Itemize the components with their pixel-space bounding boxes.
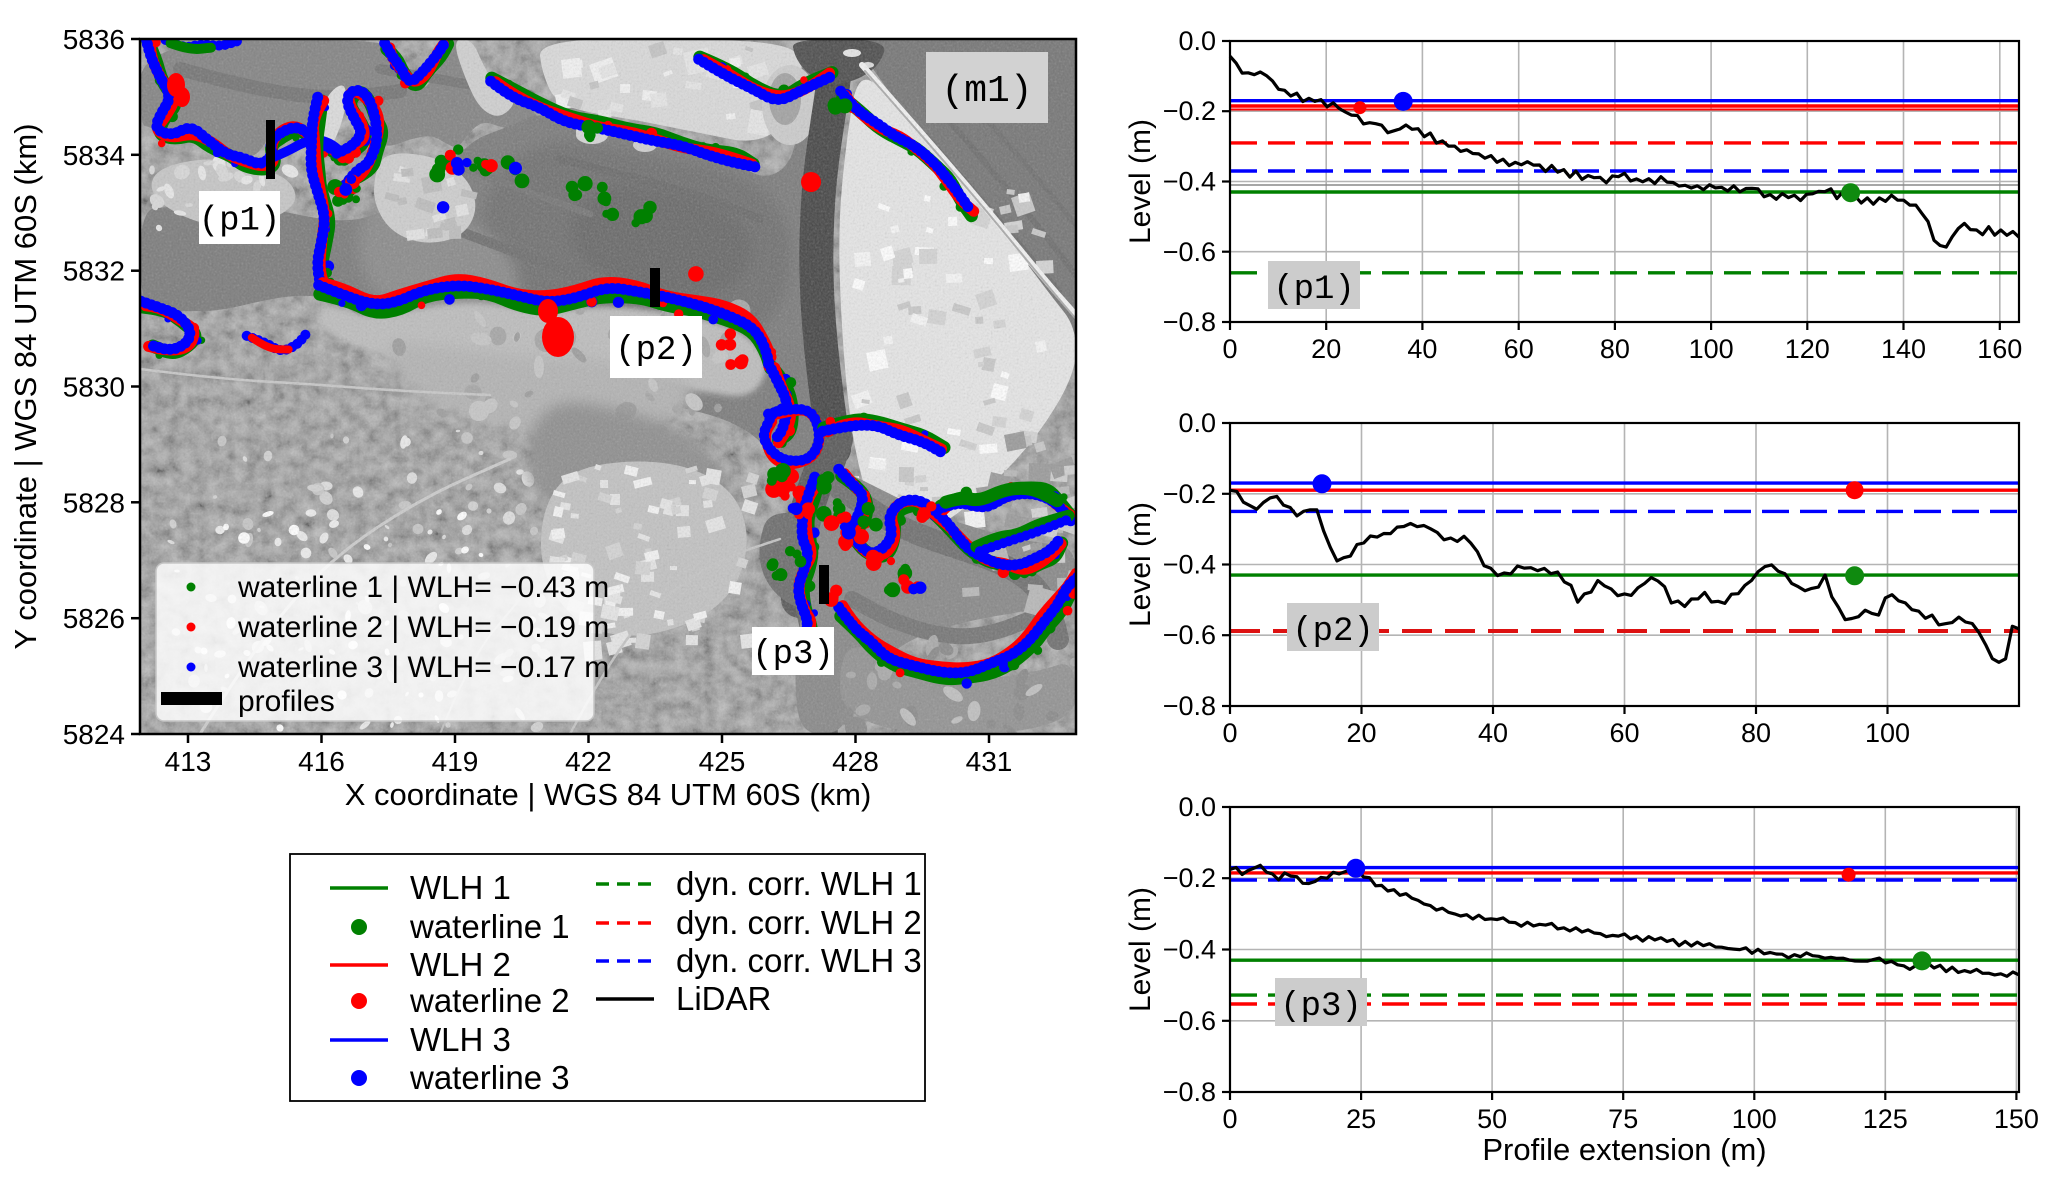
svg-text:(p3): (p3) — [1280, 988, 1362, 1026]
svg-text:dyn. corr. WLH 2: dyn. corr. WLH 2 — [676, 904, 922, 941]
svg-text:WLH 2: WLH 2 — [410, 946, 511, 983]
svg-text:60: 60 — [1504, 334, 1534, 364]
svg-text:0.0: 0.0 — [1178, 792, 1216, 822]
svg-text:40: 40 — [1407, 334, 1437, 364]
svg-text:100: 100 — [1865, 718, 1910, 748]
svg-text:0.0: 0.0 — [1178, 408, 1216, 438]
svg-text:425: 425 — [699, 746, 746, 777]
svg-text:LiDAR: LiDAR — [676, 980, 771, 1017]
svg-text:0: 0 — [1222, 334, 1237, 364]
svg-text:5830: 5830 — [63, 372, 125, 403]
svg-text:−0.4: −0.4 — [1163, 935, 1216, 965]
svg-text:100: 100 — [1689, 334, 1734, 364]
svg-text:(p1): (p1) — [1273, 271, 1355, 309]
svg-text:125: 125 — [1863, 1104, 1908, 1134]
svg-text:0.0: 0.0 — [1178, 26, 1216, 56]
svg-text:160: 160 — [1977, 334, 2022, 364]
svg-text:−0.8: −0.8 — [1163, 1077, 1216, 1107]
svg-text:0: 0 — [1222, 1104, 1237, 1134]
svg-text:waterline 3: waterline 3 — [409, 1059, 570, 1096]
svg-text:Level (m): Level (m) — [1124, 502, 1157, 627]
svg-text:80: 80 — [1741, 718, 1771, 748]
svg-text:−0.2: −0.2 — [1163, 479, 1216, 509]
svg-text:5832: 5832 — [63, 256, 125, 287]
svg-text:(m1): (m1) — [941, 70, 1032, 113]
svg-text:(p1): (p1) — [199, 203, 281, 241]
svg-text:WLH 3: WLH 3 — [410, 1021, 511, 1058]
svg-text:−0.4: −0.4 — [1163, 550, 1216, 580]
svg-text:WLH 1: WLH 1 — [410, 869, 511, 906]
svg-text:−0.8: −0.8 — [1163, 307, 1216, 337]
svg-text:419: 419 — [432, 746, 479, 777]
svg-text:0: 0 — [1222, 718, 1237, 748]
svg-text:413: 413 — [165, 746, 212, 777]
svg-text:5834: 5834 — [63, 140, 125, 171]
svg-text:−0.8: −0.8 — [1163, 691, 1216, 721]
svg-text:75: 75 — [1608, 1104, 1638, 1134]
svg-text:431: 431 — [966, 746, 1013, 777]
svg-text:Y coordinate | WGS 84 UTM 60S: Y coordinate | WGS 84 UTM 60S (km) — [8, 123, 43, 649]
svg-text:dyn. corr. WLH 3: dyn. corr. WLH 3 — [676, 942, 922, 979]
svg-text:120: 120 — [1785, 334, 1830, 364]
svg-text:(p2): (p2) — [615, 332, 697, 370]
svg-text:−0.6: −0.6 — [1163, 1006, 1216, 1036]
svg-text:(p2): (p2) — [1292, 613, 1374, 651]
svg-text:20: 20 — [1346, 718, 1376, 748]
svg-text:20: 20 — [1311, 334, 1341, 364]
svg-text:422: 422 — [565, 746, 612, 777]
svg-text:100: 100 — [1732, 1104, 1777, 1134]
svg-text:5824: 5824 — [63, 719, 125, 750]
svg-text:80: 80 — [1600, 334, 1630, 364]
svg-text:5826: 5826 — [63, 603, 125, 634]
svg-text:−0.6: −0.6 — [1163, 237, 1216, 267]
svg-text:Level (m): Level (m) — [1124, 887, 1157, 1012]
svg-text:X coordinate | WGS 84 UTM 60S: X coordinate | WGS 84 UTM 60S (km) — [345, 777, 872, 812]
svg-text:50: 50 — [1477, 1104, 1507, 1134]
svg-text:5836: 5836 — [63, 24, 125, 55]
svg-text:−0.2: −0.2 — [1163, 96, 1216, 126]
svg-text:416: 416 — [298, 746, 345, 777]
svg-text:25: 25 — [1346, 1104, 1376, 1134]
svg-text:waterline 2 | WLH= −0.19 m: waterline 2 | WLH= −0.19 m — [237, 611, 609, 644]
svg-text:140: 140 — [1881, 334, 1926, 364]
svg-text:5828: 5828 — [63, 487, 125, 518]
svg-text:Profile extension (m): Profile extension (m) — [1482, 1132, 1766, 1167]
svg-text:−0.2: −0.2 — [1163, 863, 1216, 893]
svg-text:profiles: profiles — [238, 685, 335, 718]
svg-text:−0.4: −0.4 — [1163, 167, 1216, 197]
svg-text:40: 40 — [1478, 718, 1508, 748]
svg-text:waterline 2: waterline 2 — [409, 982, 570, 1019]
svg-text:waterline 1: waterline 1 — [409, 908, 570, 945]
svg-text:150: 150 — [1994, 1104, 2039, 1134]
svg-text:−0.6: −0.6 — [1163, 620, 1216, 650]
svg-text:dyn. corr. WLH 1: dyn. corr. WLH 1 — [676, 865, 922, 902]
svg-text:waterline 3 | WLH= −0.17 m: waterline 3 | WLH= −0.17 m — [237, 651, 609, 684]
svg-text:428: 428 — [832, 746, 879, 777]
svg-text:Level (m): Level (m) — [1124, 119, 1157, 244]
svg-text:60: 60 — [1609, 718, 1639, 748]
svg-text:(p3): (p3) — [752, 636, 834, 674]
svg-text:waterline 1 | WLH= −0.43 m: waterline 1 | WLH= −0.43 m — [237, 571, 609, 604]
